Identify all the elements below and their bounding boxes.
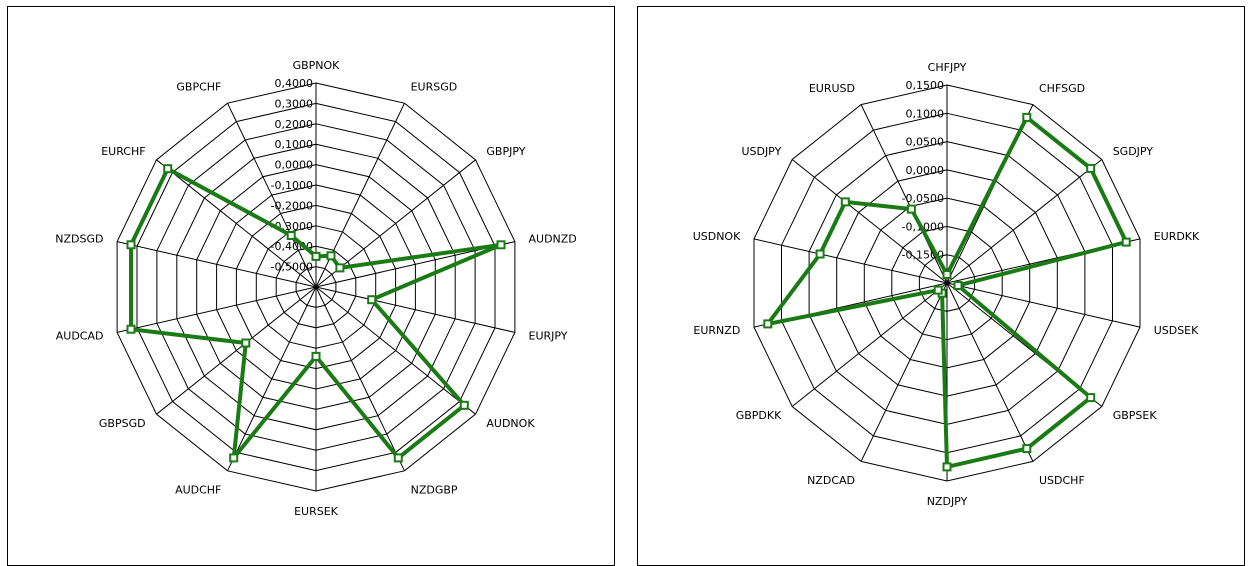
- tick-label: 0,2000: [275, 118, 314, 131]
- category-label-gbpdkk: GBPDKK: [736, 409, 782, 422]
- data-point-gbpdkk: [933, 285, 943, 295]
- tick-label: 0,0000: [275, 159, 314, 172]
- category-label-gbpchf: GBPCHF: [176, 81, 221, 94]
- category-label-gbpnok: GBPNOK: [293, 59, 341, 72]
- category-label-chfsgd: CHFSGD: [1039, 82, 1085, 95]
- tick-label: 0,0500: [906, 136, 945, 149]
- data-point-audnzd: [496, 240, 506, 250]
- grid-spoke: [156, 286, 317, 415]
- category-label-usdchf: USDCHF: [1039, 474, 1085, 487]
- category-label-audchf: AUDCHF: [175, 483, 221, 496]
- category-label-audnok: AUDNOK: [486, 417, 535, 430]
- category-label-usdjpy: USDJPY: [741, 145, 781, 158]
- grid-spoke: [946, 159, 1103, 284]
- tick-label: -0,0500: [902, 192, 944, 205]
- data-point-chfjpy: [942, 270, 952, 279]
- grid-spoke: [753, 238, 948, 284]
- tick-label: -0,1000: [271, 179, 313, 192]
- category-label-gbpsek: GBPSEK: [1113, 409, 1158, 422]
- category-label-chfjpy: CHFJPY: [928, 61, 967, 74]
- data-point-usdjpy: [840, 197, 850, 207]
- data-point-audcad: [126, 324, 136, 334]
- tick-label: -0,2000: [271, 199, 313, 212]
- grid: [753, 84, 1141, 482]
- grid-spoke: [791, 159, 948, 284]
- category-label-eurdkk: EURDKK: [1154, 230, 1200, 243]
- data-point-gbpsgd: [241, 338, 251, 348]
- tick-label: 0,1000: [906, 107, 945, 120]
- grid-spoke: [227, 102, 317, 288]
- grid: [116, 82, 516, 492]
- data-point-nzdjpy: [942, 462, 952, 472]
- data-point-usdnok: [815, 249, 825, 259]
- category-label-usdnok: USDNOK: [693, 230, 741, 243]
- category-labels: CHFJPY CHFSGD SGDJPY EURDKK USDSEK GBPSEK USDC…: [693, 61, 1200, 508]
- data-point-audnok: [459, 400, 469, 410]
- category-label-audcad: AUDCAD: [56, 330, 104, 343]
- grid-spoke: [315, 286, 405, 472]
- grid-spoke: [116, 241, 317, 288]
- tick-labels: 0,4000 0,3000 0,2000 0,1000 0,0000 -0,1000 -0,…: [271, 77, 313, 274]
- chart-panel-right: 0,1500 0,1000 0,0500 0,0000 -0,0500 -0,1000 -0…: [637, 6, 1245, 566]
- data-point-eurjpy: [367, 295, 377, 305]
- tick-label: 0,1500: [906, 79, 945, 92]
- category-label-eurusd: EURUSD: [809, 82, 855, 95]
- category-label-eurchf: EURCHF: [101, 145, 145, 158]
- grid-spoke: [116, 286, 317, 333]
- data-point-sgdjpy: [1086, 163, 1096, 173]
- data-point-eurusd: [906, 204, 916, 214]
- data-point-eursek: [311, 351, 321, 361]
- category-label-audnzd: AUDNZD: [529, 233, 577, 246]
- category-label-nzdcad: NZDCAD: [807, 474, 855, 487]
- grid-spoke: [946, 282, 1141, 328]
- data-point-nzdsgd: [126, 240, 136, 250]
- grid-spoke: [315, 286, 516, 333]
- category-label-nzdgbp: NZDGBP: [411, 483, 458, 496]
- category-label-gbpsgd: GBPSGD: [99, 417, 146, 430]
- data-point-eurchf: [163, 164, 173, 174]
- grid-spoke: [156, 159, 317, 288]
- data-point-eurdkk: [1121, 237, 1131, 247]
- category-label-gbpjpy: GBPJPY: [486, 145, 525, 158]
- data-point-nzdgbp: [393, 453, 403, 463]
- data-point-gbpsek: [1086, 393, 1096, 403]
- data-point-eursgd: [326, 251, 336, 261]
- radar-chart-left: 0,4000 0,3000 0,2000 0,1000 0,0000 -0,1000 -0,…: [55, 59, 577, 518]
- data-point-gbpchf: [286, 231, 296, 240]
- data-point-usdchf: [1022, 444, 1032, 454]
- grid-spoke: [860, 104, 948, 284]
- grid-spoke: [227, 286, 317, 472]
- data-point-eurnzd: [763, 319, 773, 329]
- chart-panel-left: 0,4000 0,3000 0,2000 0,1000 0,0000 -0,1000 -0,…: [7, 6, 615, 566]
- grid-spoke: [860, 282, 948, 462]
- category-label-eurjpy: EURJPY: [529, 330, 568, 343]
- radar-chart-right: 0,15000,10000,05000,0000-0,0500-0,1000-0…: [693, 61, 1200, 508]
- grid-spoke: [315, 286, 476, 415]
- data-point-chfsgd: [1022, 112, 1032, 122]
- tick-label: 0,1000: [275, 138, 314, 151]
- tick-label: 0,4000: [275, 77, 314, 90]
- tick-label: 0,0000: [906, 164, 945, 177]
- data-point-audchf: [229, 453, 239, 463]
- category-label-eursek: EURSEK: [294, 505, 339, 518]
- category-labels: GBPNOK EURSGD GBPJPY AUDNZD EURJPY AUDNOK NZDG…: [55, 59, 577, 518]
- category-label-eursgd: EURSGD: [411, 81, 458, 94]
- category-label-usdsek: USDSEK: [1154, 324, 1199, 337]
- data-point-gbpnok: [311, 251, 321, 261]
- category-label-eurnzd: EURNZD: [693, 324, 740, 337]
- tick-labels: 0,15000,10000,05000,0000-0,0500-0,1000-0…: [902, 79, 944, 262]
- category-label-sgdjpy: SGDJPY: [1113, 145, 1154, 158]
- category-label-nzdsgd: NZDSGD: [55, 233, 103, 246]
- grid-spoke: [791, 282, 948, 407]
- category-label-nzdjpy: NZDJPY: [927, 495, 968, 508]
- grid-spoke: [946, 282, 1034, 462]
- data-point-usdsek: [953, 281, 963, 290]
- tick-label: -0,5000: [271, 261, 313, 274]
- tick-label: 0,3000: [275, 97, 314, 110]
- data-point-gbpjpy: [335, 263, 345, 273]
